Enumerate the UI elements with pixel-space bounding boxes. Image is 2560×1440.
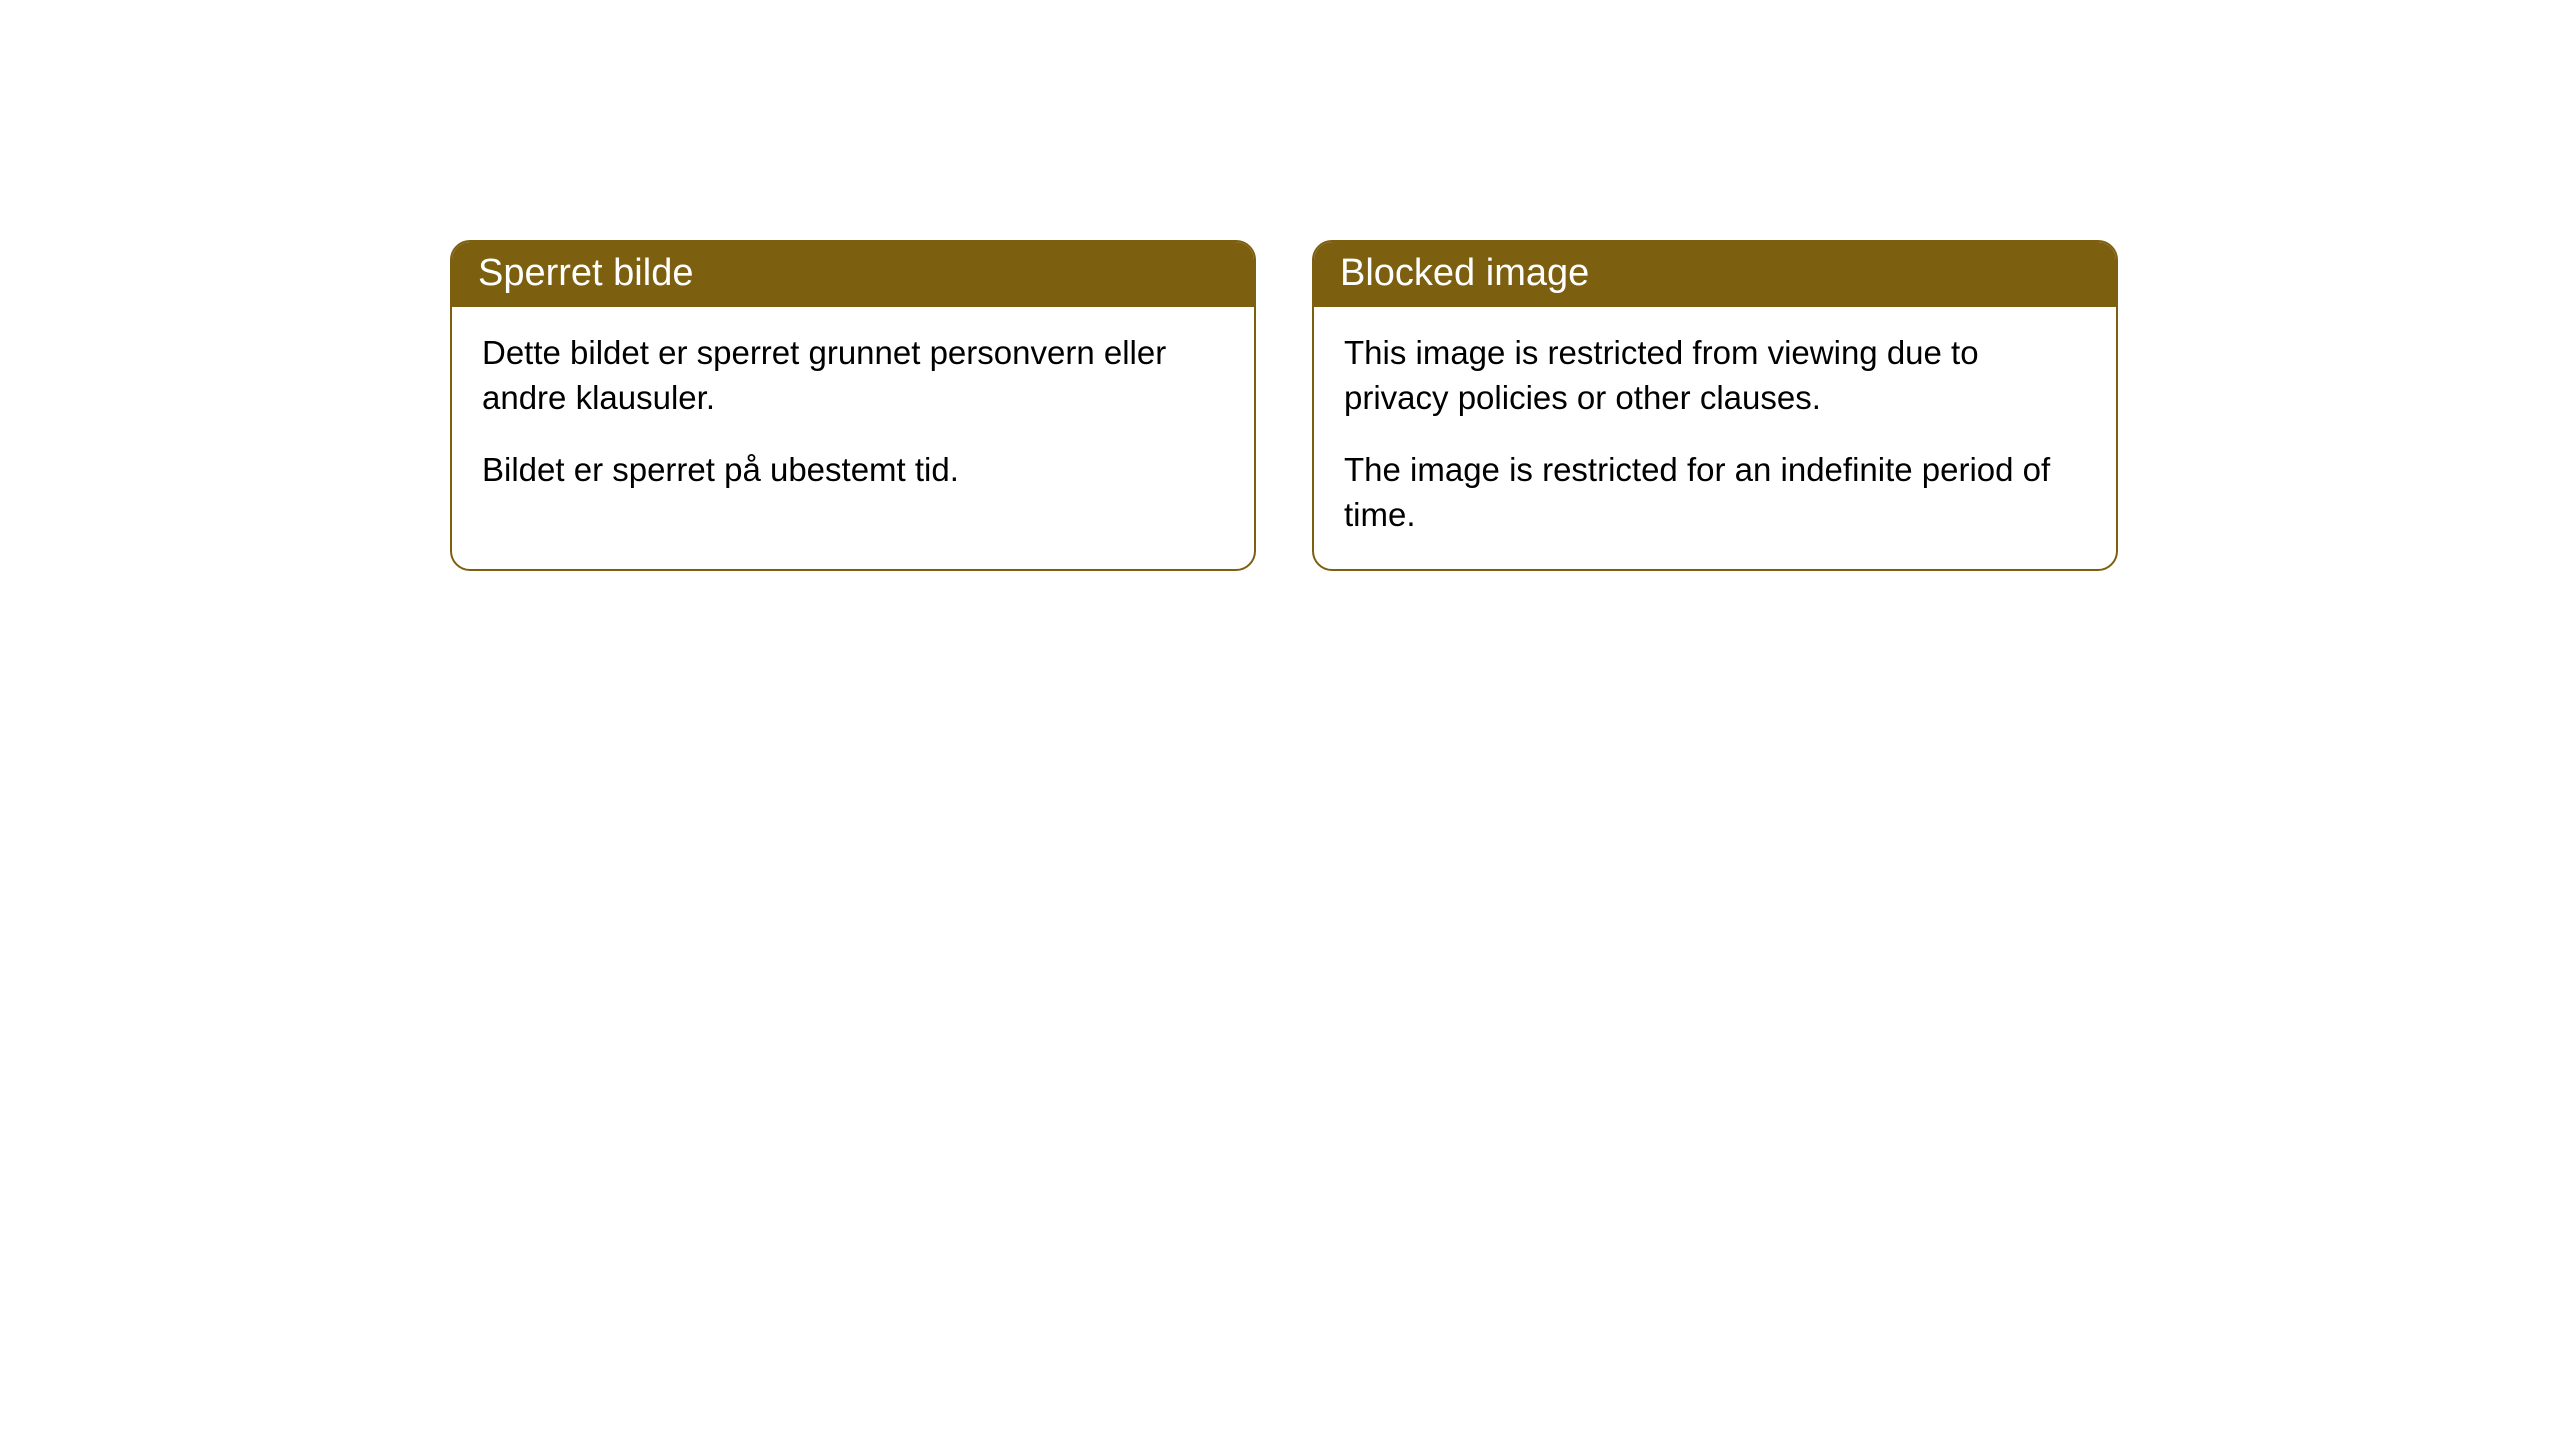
- card-paragraph: The image is restricted for an indefinit…: [1344, 448, 2086, 537]
- notice-card-english: Blocked image This image is restricted f…: [1312, 240, 2118, 571]
- card-title: Sperret bilde: [452, 242, 1254, 307]
- notice-card-norwegian: Sperret bilde Dette bildet er sperret gr…: [450, 240, 1256, 571]
- notice-container: Sperret bilde Dette bildet er sperret gr…: [0, 0, 2560, 571]
- card-title: Blocked image: [1314, 242, 2116, 307]
- card-paragraph: Bildet er sperret på ubestemt tid.: [482, 448, 1224, 493]
- card-body: Dette bildet er sperret grunnet personve…: [452, 307, 1254, 525]
- card-paragraph: Dette bildet er sperret grunnet personve…: [482, 331, 1224, 420]
- card-body: This image is restricted from viewing du…: [1314, 307, 2116, 569]
- card-paragraph: This image is restricted from viewing du…: [1344, 331, 2086, 420]
